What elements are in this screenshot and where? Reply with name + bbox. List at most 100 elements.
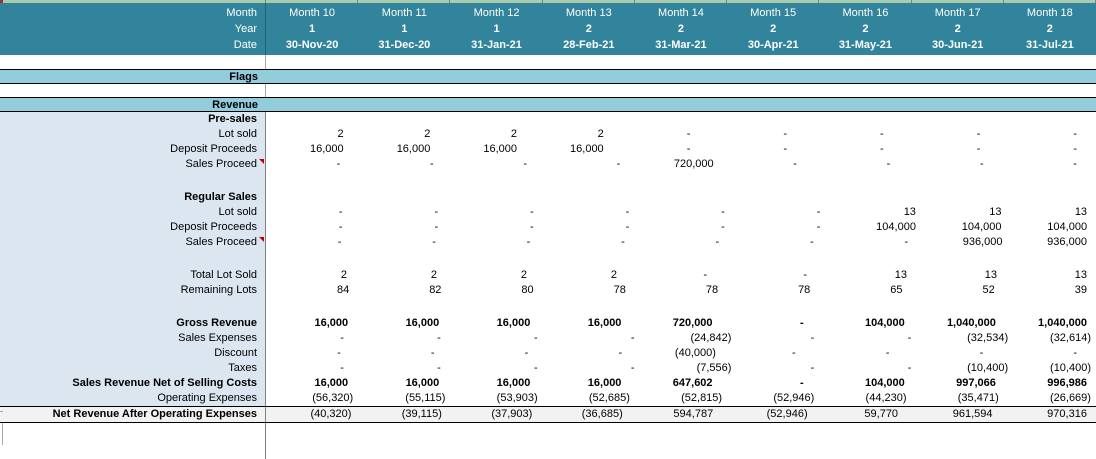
value-cell[interactable]: 16,000 (396, 143, 431, 155)
value-cell[interactable]: (52,946) (766, 408, 808, 420)
value-cell[interactable]: 1,040,000 (946, 317, 996, 329)
value-cell[interactable]: 104,000 (876, 221, 916, 233)
value-cell[interactable]: (52,946) (773, 392, 815, 404)
value-cell[interactable]: 65 (890, 284, 903, 296)
row-label[interactable]: Deposit Proceeds (0, 220, 266, 235)
row-label[interactable]: Regular Sales (0, 190, 266, 205)
row-label[interactable] (0, 250, 266, 268)
value-cell[interactable]: - (630, 362, 635, 374)
value-cell[interactable]: (36,685) (581, 408, 623, 420)
value-cell[interactable]: - (337, 347, 341, 359)
value-cell[interactable]: - (618, 347, 623, 359)
value-cell[interactable] (1004, 250, 1096, 268)
value-cell[interactable]: - (976, 143, 981, 155)
value-cell[interactable]: 2 (430, 269, 437, 281)
value-cell[interactable]: (24,842) (690, 332, 732, 344)
header-column[interactable]: Month 16 2 31-May-21 (819, 3, 911, 55)
value-cell[interactable]: - (530, 221, 534, 233)
value-cell[interactable]: - (625, 221, 630, 233)
value-cell[interactable]: 13 (903, 206, 916, 218)
row-label[interactable]: Pre-sales (0, 112, 266, 127)
value-cell[interactable] (450, 298, 542, 316)
value-cell[interactable]: - (437, 362, 441, 374)
value-cell[interactable]: - (976, 128, 981, 140)
value-cell[interactable]: - (907, 332, 912, 344)
value-cell[interactable] (543, 172, 635, 190)
value-cell[interactable]: - (523, 158, 527, 170)
value-cell[interactable] (450, 190, 542, 205)
value-cell[interactable] (358, 190, 450, 205)
value-cell[interactable]: - (625, 206, 630, 218)
value-cell[interactable]: 59,770 (864, 408, 899, 420)
value-cell[interactable]: - (816, 221, 821, 233)
value-cell[interactable] (635, 172, 727, 190)
flags-label[interactable]: Flags (229, 70, 258, 83)
value-cell[interactable] (727, 190, 819, 205)
value-cell[interactable]: - (430, 347, 435, 359)
value-cell[interactable]: (52,685) (588, 392, 630, 404)
value-cell[interactable] (635, 190, 727, 205)
value-cell[interactable]: (40,000) (674, 347, 716, 359)
value-cell[interactable]: - (721, 221, 725, 233)
value-cell[interactable]: 84 (336, 284, 350, 296)
header-column[interactable]: Month 11 1 31-Dec-20 (358, 3, 450, 55)
value-cell[interactable]: - (803, 269, 807, 281)
value-cell[interactable] (635, 250, 727, 268)
row-label[interactable]: Lot sold (0, 205, 266, 220)
value-cell[interactable]: - (616, 158, 621, 170)
value-cell[interactable]: - (340, 362, 344, 374)
value-cell[interactable]: 16,000 (496, 377, 531, 389)
value-cell[interactable]: 647,602 (672, 377, 713, 389)
row-label[interactable]: Operating Expenses (0, 391, 266, 406)
row-label[interactable]: Sales Proceed (0, 235, 266, 250)
row-label[interactable]: Net Revenue After Operating Expenses (0, 407, 266, 422)
value-cell[interactable]: - (432, 236, 436, 248)
header-column[interactable]: Month 12 1 31-Jan-21 (450, 3, 542, 55)
value-cell[interactable]: 82 (429, 284, 442, 296)
value-cell[interactable] (727, 172, 819, 190)
header-column[interactable]: Month 14 2 31-Mar-21 (635, 3, 727, 55)
row-label[interactable]: Discount (0, 346, 266, 361)
value-cell[interactable]: - (686, 128, 691, 140)
value-cell[interactable]: 13 (989, 206, 1002, 218)
header-field-month[interactable]: Month (226, 7, 257, 19)
revenue-label[interactable]: Revenue (212, 98, 258, 111)
value-cell[interactable]: 996,986 (1047, 377, 1087, 389)
row-label[interactable]: Sales Revenue Net of Selling Costs (0, 376, 266, 391)
value-cell[interactable]: 936,000 (962, 236, 1003, 248)
value-cell[interactable]: 594,787 (673, 408, 714, 420)
header-column[interactable]: Month 13 2 28-Feb-21 (543, 3, 635, 55)
value-cell[interactable]: 78 (798, 284, 811, 296)
value-cell[interactable] (912, 298, 1004, 316)
value-cell[interactable] (266, 250, 358, 268)
header-column[interactable]: Month 10 1 30-Nov-20 (266, 3, 358, 55)
value-cell[interactable]: (32,614) (1050, 332, 1092, 344)
value-cell[interactable] (912, 250, 1004, 268)
value-cell[interactable]: 104,000 (865, 377, 905, 389)
value-cell[interactable]: 16,000 (405, 377, 440, 389)
row-label[interactable]: Total Lot Sold (0, 268, 266, 283)
value-cell[interactable]: - (526, 236, 531, 248)
value-cell[interactable]: - (880, 143, 884, 155)
row-label[interactable]: Lot sold (0, 127, 266, 142)
value-cell[interactable]: 39 (1074, 284, 1087, 296)
row-label[interactable]: Sales Proceed (0, 157, 266, 172)
value-cell[interactable] (819, 250, 911, 268)
value-cell[interactable]: 78 (705, 284, 719, 296)
value-cell[interactable]: - (979, 347, 984, 359)
value-cell[interactable]: - (338, 221, 343, 233)
value-cell[interactable]: 13 (1074, 269, 1087, 281)
value-cell[interactable]: 16,000 (405, 317, 440, 329)
row-label[interactable]: Gross Revenue (0, 316, 266, 331)
value-cell[interactable]: - (809, 236, 814, 248)
header-column[interactable]: Month 18 2 31-Jul-21 (1004, 3, 1096, 55)
value-cell[interactable]: - (434, 221, 439, 233)
value-cell[interactable]: - (880, 128, 884, 140)
header-field-year[interactable]: Year (234, 23, 257, 35)
value-cell[interactable] (266, 112, 358, 127)
value-cell[interactable]: - (338, 206, 343, 218)
value-cell[interactable]: 104,000 (961, 221, 1002, 233)
value-cell[interactable]: - (530, 206, 534, 218)
value-cell[interactable]: 16,000 (314, 317, 349, 329)
value-cell[interactable]: (32,534) (967, 332, 1009, 344)
